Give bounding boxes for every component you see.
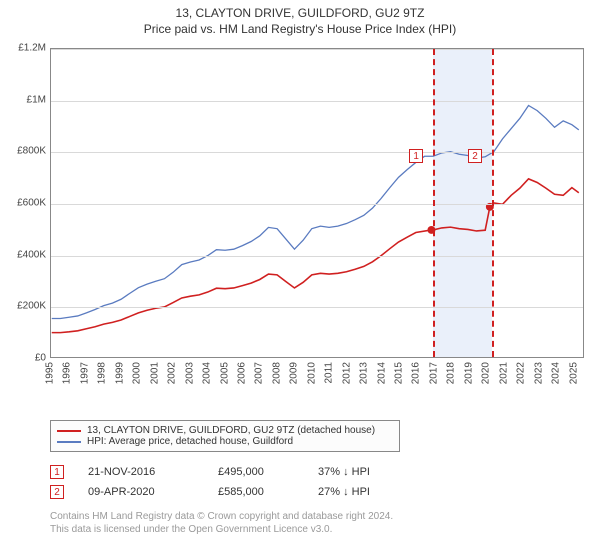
footer-line-1: Contains HM Land Registry data © Crown c… [50, 510, 580, 523]
sale-date: 21-NOV-2016 [88, 466, 218, 478]
chart-plot-area: 12 [50, 48, 584, 358]
xtick-label: 2010 [306, 362, 317, 384]
xtick-label: 2002 [167, 362, 178, 384]
sale-price: £585,000 [218, 486, 318, 498]
sale-delta: 37% ↓ HPI [318, 466, 418, 478]
gridline-h [51, 101, 583, 102]
sale-date: 09-APR-2020 [88, 486, 218, 498]
xtick-label: 2000 [132, 362, 143, 384]
gridline-h [51, 256, 583, 257]
sales-table: 1 21-NOV-2016£495,00037% ↓ HPI 2 09-APR-202… [50, 462, 550, 502]
xtick-label: 2017 [428, 362, 439, 384]
footer-line-2: This data is licensed under the Open Gov… [50, 523, 580, 536]
legend-swatch [57, 430, 81, 432]
xtick-label: 1997 [79, 362, 90, 384]
sale-price: £495,000 [218, 466, 318, 478]
ytick-label: £1M [27, 94, 46, 105]
gridline-h [51, 49, 583, 50]
xtick-label: 2008 [271, 362, 282, 384]
sale-delta: 27% ↓ HPI [318, 486, 418, 498]
xtick-label: 2015 [394, 362, 405, 384]
series-hpi [52, 105, 579, 318]
ytick-label: £800K [17, 146, 46, 157]
sale-row-marker: 2 [50, 485, 64, 499]
sale-row: 1 21-NOV-2016£495,00037% ↓ HPI [50, 462, 550, 482]
ytick-label: £1.2M [18, 43, 46, 54]
xtick-label: 1995 [45, 362, 56, 384]
legend-label: 13, CLAYTON DRIVE, GUILDFORD, GU2 9TZ (d… [87, 425, 375, 436]
xtick-label: 2012 [341, 362, 352, 384]
gridline-h [51, 204, 583, 205]
chart-title-address: 13, CLAYTON DRIVE, GUILDFORD, GU2 9TZ [0, 6, 600, 20]
xtick-label: 2001 [149, 362, 160, 384]
gridline-h [51, 307, 583, 308]
sale-row: 2 09-APR-2020£585,00027% ↓ HPI [50, 482, 550, 502]
xtick-label: 2005 [219, 362, 230, 384]
xtick-label: 2004 [202, 362, 213, 384]
xtick-label: 2020 [481, 362, 492, 384]
legend-row: HPI: Average price, detached house, Guil… [57, 436, 393, 447]
chart-svg [51, 49, 583, 357]
ytick-label: £400K [17, 249, 46, 260]
xtick-label: 2007 [254, 362, 265, 384]
xtick-label: 2024 [551, 362, 562, 384]
xtick-label: 1998 [97, 362, 108, 384]
legend-label: HPI: Average price, detached house, Guil… [87, 436, 293, 447]
xtick-label: 1999 [114, 362, 125, 384]
chart-subtitle: Price paid vs. HM Land Registry's House … [0, 22, 600, 36]
xtick-label: 2006 [236, 362, 247, 384]
sale-row-marker: 1 [50, 465, 64, 479]
footer-attribution: Contains HM Land Registry data © Crown c… [50, 510, 580, 536]
xtick-label: 2025 [568, 362, 579, 384]
xtick-label: 2011 [324, 362, 335, 384]
xtick-label: 2018 [446, 362, 457, 384]
xtick-label: 2019 [463, 362, 474, 384]
sale-dashed-line [492, 49, 494, 357]
xtick-label: 1996 [62, 362, 73, 384]
sale-marker-1: 1 [409, 149, 423, 163]
legend-swatch [57, 441, 81, 443]
xtick-label: 2013 [359, 362, 370, 384]
xtick-label: 2016 [411, 362, 422, 384]
sale-dashed-line [433, 49, 435, 357]
xtick-label: 2009 [289, 362, 300, 384]
legend-row: 13, CLAYTON DRIVE, GUILDFORD, GU2 9TZ (d… [57, 425, 393, 436]
legend-box: 13, CLAYTON DRIVE, GUILDFORD, GU2 9TZ (d… [50, 420, 400, 452]
gridline-h [51, 152, 583, 153]
xtick-label: 2014 [376, 362, 387, 384]
ytick-label: £600K [17, 198, 46, 209]
xtick-label: 2003 [184, 362, 195, 384]
xtick-label: 2022 [516, 362, 527, 384]
xtick-label: 2021 [498, 362, 509, 384]
ytick-label: £200K [17, 301, 46, 312]
sale-marker-2: 2 [468, 149, 482, 163]
xtick-label: 2023 [533, 362, 544, 384]
